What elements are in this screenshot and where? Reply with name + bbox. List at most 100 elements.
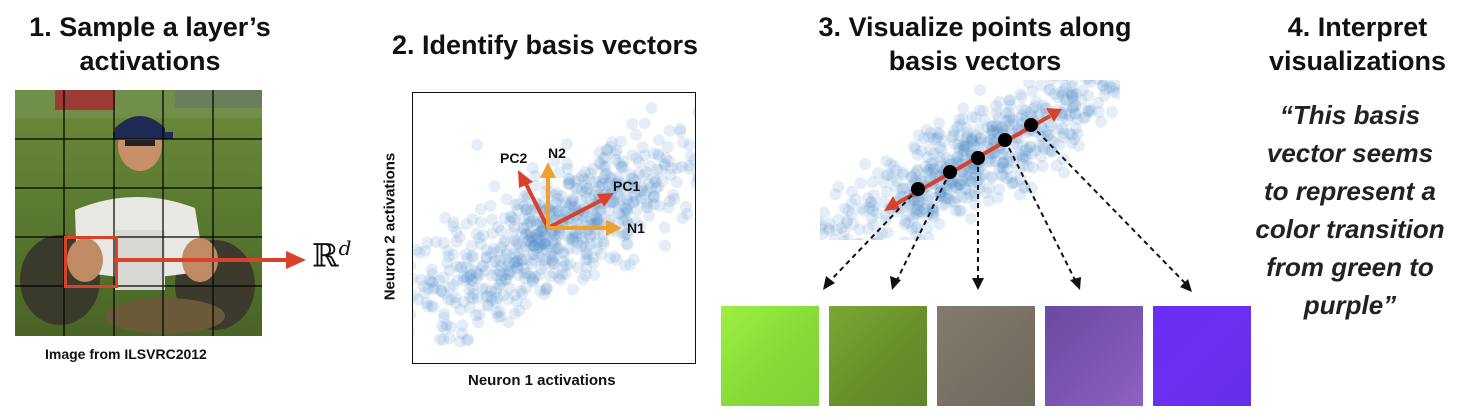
scatter-point bbox=[1035, 80, 1047, 92]
scatter-point bbox=[538, 237, 551, 250]
scatter-point bbox=[556, 268, 569, 281]
scatter-point bbox=[597, 152, 610, 165]
scatter-point bbox=[564, 257, 576, 270]
scatter-point bbox=[950, 179, 963, 192]
scatter-point bbox=[492, 221, 505, 234]
scatter-point bbox=[871, 239, 878, 240]
scatter-point bbox=[933, 218, 946, 230]
scatter-point bbox=[630, 152, 643, 165]
scatter-point bbox=[479, 282, 492, 295]
scatter-point bbox=[1079, 80, 1092, 85]
scatter-point bbox=[985, 120, 998, 133]
scatter-point bbox=[984, 133, 997, 146]
scatter-point bbox=[1036, 160, 1049, 172]
scatter-point bbox=[557, 255, 570, 268]
scatter-point bbox=[500, 245, 513, 257]
scatter-point bbox=[633, 156, 646, 169]
scatter-point bbox=[566, 193, 579, 205]
scatter-point bbox=[562, 173, 575, 186]
scatter-point bbox=[992, 111, 1005, 124]
scatter-point bbox=[1098, 80, 1111, 87]
scatter-point bbox=[450, 235, 463, 248]
scatter-point bbox=[832, 213, 845, 226]
scatter-point bbox=[1109, 80, 1120, 91]
scatter-point bbox=[421, 300, 434, 313]
scatter-point bbox=[486, 227, 499, 240]
scatter-point bbox=[559, 196, 572, 209]
scatter-point bbox=[566, 232, 579, 245]
scatter-point bbox=[912, 196, 925, 209]
scatter-point bbox=[585, 213, 597, 226]
scatter-point bbox=[910, 203, 923, 216]
scatter-point bbox=[461, 334, 473, 347]
scatter-point bbox=[677, 136, 690, 149]
scatter-point bbox=[1003, 94, 1016, 107]
scatter-point bbox=[575, 239, 588, 252]
scatter-point bbox=[913, 205, 926, 218]
scatter-point bbox=[506, 211, 518, 224]
scatter-point bbox=[880, 169, 893, 182]
projection-points bbox=[911, 118, 1038, 196]
scatter-point bbox=[527, 272, 539, 285]
scatter-point bbox=[1016, 102, 1029, 115]
scatter-point bbox=[1066, 80, 1079, 88]
scatter-point bbox=[638, 117, 651, 130]
scatter-point bbox=[823, 217, 836, 230]
scatter-point bbox=[533, 269, 545, 281]
scatter-point bbox=[476, 259, 489, 272]
scatter-point bbox=[674, 123, 687, 135]
scatter-point bbox=[954, 118, 967, 131]
scatter-point bbox=[569, 231, 582, 244]
scatter-point bbox=[503, 268, 515, 280]
scatter-point bbox=[879, 214, 892, 227]
scatter-point bbox=[959, 183, 972, 196]
scatter-point bbox=[607, 195, 620, 208]
scatter-point bbox=[546, 255, 559, 268]
scatter-point bbox=[665, 162, 678, 175]
scatter-point bbox=[435, 284, 448, 297]
scatter-point bbox=[576, 231, 589, 244]
scatter-point bbox=[535, 239, 548, 252]
scatter-point bbox=[521, 253, 534, 266]
scatter-point bbox=[549, 189, 562, 202]
scatter-point bbox=[910, 208, 923, 221]
scatter-point bbox=[551, 230, 564, 243]
scatter-point bbox=[996, 148, 1009, 161]
scatter-point bbox=[867, 200, 880, 212]
scatter-point bbox=[589, 175, 602, 188]
scatter-point bbox=[455, 261, 467, 274]
scatter-point bbox=[656, 175, 669, 188]
scatter-point bbox=[991, 191, 1004, 204]
scatter-point bbox=[871, 231, 884, 240]
scatter-point bbox=[905, 170, 918, 183]
scatter-point bbox=[522, 234, 535, 247]
scatter-point bbox=[1021, 143, 1033, 156]
scatter-point bbox=[611, 196, 624, 209]
scatter-point bbox=[933, 128, 946, 141]
scatter-point bbox=[915, 144, 928, 157]
scatter-point bbox=[1003, 118, 1016, 131]
scatter-point bbox=[981, 121, 994, 134]
scatter-point bbox=[1007, 114, 1020, 127]
scatter-point bbox=[569, 227, 582, 240]
scatter-point bbox=[1069, 122, 1082, 135]
scatter-point bbox=[538, 288, 551, 301]
scatter-point bbox=[562, 230, 575, 243]
scatter-point bbox=[1082, 105, 1095, 118]
scatter-point bbox=[1081, 105, 1094, 118]
scatter-point bbox=[845, 197, 858, 210]
scatter-point bbox=[602, 178, 614, 191]
scatter-point bbox=[493, 254, 506, 267]
scatter-point bbox=[587, 251, 600, 264]
scatter-point bbox=[1029, 144, 1042, 157]
scatter-point bbox=[421, 236, 434, 249]
scatter-point bbox=[908, 140, 921, 153]
scatter-point bbox=[1052, 122, 1064, 135]
scatter-point bbox=[480, 290, 493, 303]
scatter-point bbox=[882, 168, 895, 181]
scatter-point bbox=[845, 185, 858, 198]
scatter-point bbox=[880, 185, 893, 198]
scatter-point bbox=[485, 291, 498, 303]
scatter-point bbox=[1061, 114, 1074, 127]
scatter-point bbox=[822, 222, 835, 235]
